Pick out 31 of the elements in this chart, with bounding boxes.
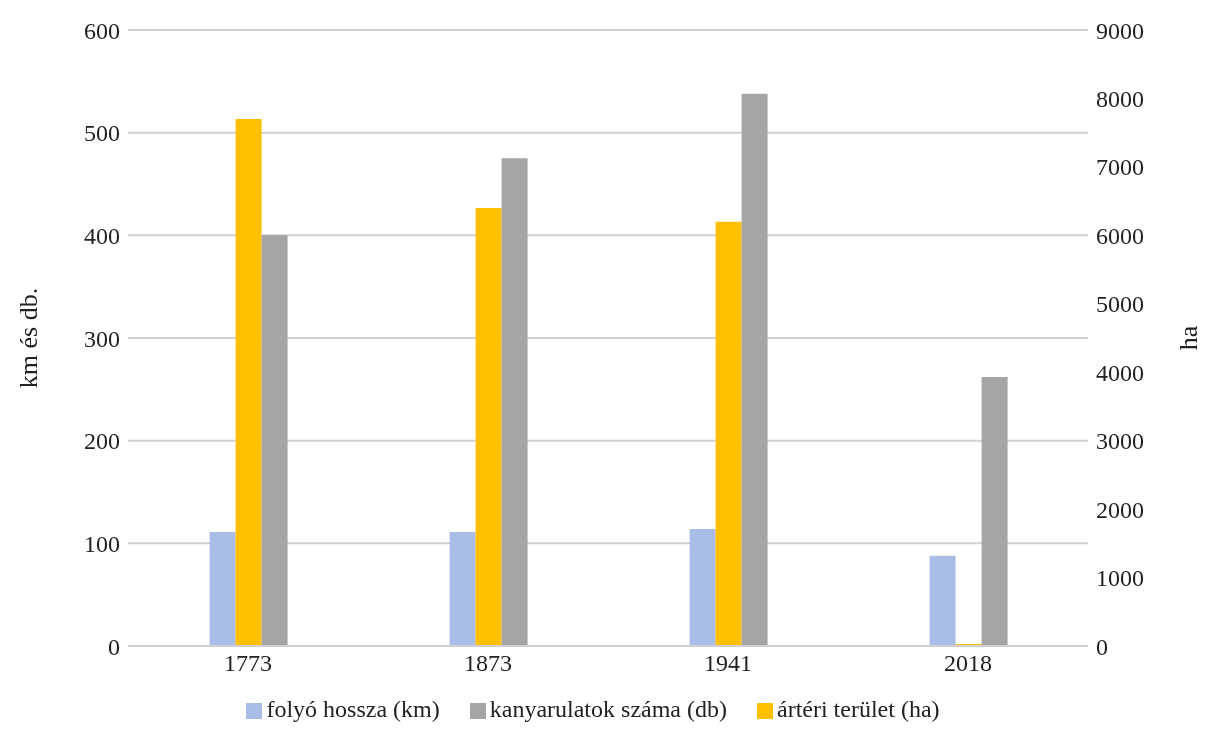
y2-axis-title: ha bbox=[1174, 325, 1204, 351]
x-tick-label: 1873 bbox=[464, 650, 512, 677]
y2-tick-label: 9000 bbox=[1096, 17, 1144, 44]
x-tick-label: 2018 bbox=[944, 650, 992, 677]
y2-tick-label: 8000 bbox=[1096, 85, 1144, 112]
y-tick-label: 0 bbox=[108, 633, 120, 660]
bar bbox=[981, 377, 1008, 646]
y2-tick-label: 5000 bbox=[1096, 291, 1144, 318]
y2-tick-label: 0 bbox=[1096, 633, 1108, 660]
legend-label: kanyarulatok száma (db) bbox=[489, 696, 727, 722]
y2-tick-label: 2000 bbox=[1096, 496, 1144, 523]
bar bbox=[449, 532, 476, 646]
y-tick-label: 200 bbox=[84, 428, 120, 455]
bar bbox=[209, 532, 236, 646]
y-axis-title: km és db. bbox=[14, 287, 44, 389]
legend-label: folyó hossza (km) bbox=[266, 696, 440, 722]
y-tick-label: 100 bbox=[84, 530, 120, 557]
y2-tick-label: 7000 bbox=[1096, 154, 1144, 181]
bar bbox=[689, 528, 716, 646]
bar bbox=[929, 555, 956, 646]
y2-tick-label: 3000 bbox=[1096, 428, 1144, 455]
y-tick-label: 600 bbox=[84, 17, 120, 44]
y-tick-label: 500 bbox=[84, 120, 120, 147]
y2-tick-label: 4000 bbox=[1096, 359, 1144, 386]
y-tick-label: 400 bbox=[84, 222, 120, 249]
x-tick-label: 1941 bbox=[704, 650, 752, 677]
y2-tick-label: 6000 bbox=[1096, 222, 1144, 249]
legend-label: ártéri terület (ha) bbox=[776, 696, 940, 722]
y-tick-label: 300 bbox=[84, 325, 120, 352]
y2-tick-label: 1000 bbox=[1096, 565, 1144, 592]
x-tick-label: 1773 bbox=[224, 650, 272, 677]
